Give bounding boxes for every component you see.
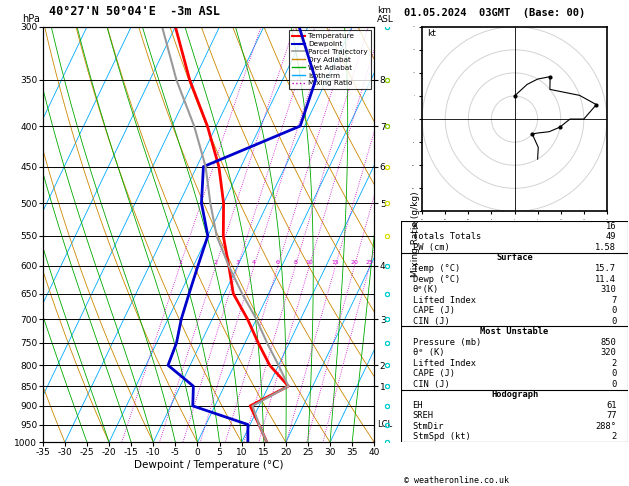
Text: CAPE (J): CAPE (J): [413, 306, 455, 315]
Text: 850: 850: [601, 338, 616, 347]
Text: PW (cm): PW (cm): [413, 243, 449, 252]
Text: Hodograph: Hodograph: [491, 390, 538, 399]
Text: 16: 16: [606, 222, 616, 231]
Text: 61: 61: [606, 401, 616, 410]
Text: 2: 2: [214, 260, 218, 265]
Text: 310: 310: [601, 285, 616, 294]
Text: 6: 6: [276, 260, 280, 265]
Text: 25: 25: [365, 260, 374, 265]
Text: 1: 1: [178, 260, 182, 265]
Text: StmSpd (kt): StmSpd (kt): [413, 433, 470, 441]
Text: 3: 3: [236, 260, 240, 265]
Text: θᵉ(K): θᵉ(K): [413, 285, 439, 294]
Text: 2: 2: [611, 433, 616, 441]
Text: 40°27'N 50°04'E  -3m ASL: 40°27'N 50°04'E -3m ASL: [49, 5, 220, 18]
Text: 0: 0: [611, 369, 616, 378]
Text: CIN (J): CIN (J): [413, 380, 449, 389]
Text: SREH: SREH: [413, 412, 433, 420]
Text: 15.7: 15.7: [596, 264, 616, 273]
Text: K: K: [413, 222, 418, 231]
Text: 15: 15: [331, 260, 339, 265]
Text: 7: 7: [611, 295, 616, 305]
Text: Temp (°C): Temp (°C): [413, 264, 460, 273]
Text: 77: 77: [606, 412, 616, 420]
Text: StmDir: StmDir: [413, 422, 444, 431]
Text: 20: 20: [350, 260, 359, 265]
Text: 10: 10: [306, 260, 313, 265]
Text: 01.05.2024  03GMT  (Base: 00): 01.05.2024 03GMT (Base: 00): [404, 8, 586, 18]
Y-axis label: Mixing Ratio (g/kg): Mixing Ratio (g/kg): [411, 191, 420, 278]
Text: Totals Totals: Totals Totals: [413, 232, 481, 242]
Text: Lifted Index: Lifted Index: [413, 295, 476, 305]
Text: Most Unstable: Most Unstable: [481, 327, 548, 336]
Text: Pressure (mb): Pressure (mb): [413, 338, 481, 347]
Text: Lifted Index: Lifted Index: [413, 359, 476, 368]
Text: LCL: LCL: [377, 420, 392, 429]
X-axis label: Dewpoint / Temperature (°C): Dewpoint / Temperature (°C): [134, 460, 283, 469]
Text: © weatheronline.co.uk: © weatheronline.co.uk: [404, 476, 509, 485]
Text: Dewp (°C): Dewp (°C): [413, 275, 460, 283]
Text: 1.58: 1.58: [596, 243, 616, 252]
Text: 0: 0: [611, 317, 616, 326]
Text: 49: 49: [606, 232, 616, 242]
Text: 320: 320: [601, 348, 616, 357]
Text: EH: EH: [413, 401, 423, 410]
Text: CAPE (J): CAPE (J): [413, 369, 455, 378]
Text: 11.4: 11.4: [596, 275, 616, 283]
Text: hPa: hPa: [22, 14, 40, 24]
Text: Surface: Surface: [496, 254, 533, 262]
Text: 2: 2: [611, 359, 616, 368]
Text: 0: 0: [611, 380, 616, 389]
Text: 8: 8: [294, 260, 298, 265]
Text: 4: 4: [252, 260, 256, 265]
Text: km
ASL: km ASL: [377, 6, 394, 24]
Text: CIN (J): CIN (J): [413, 317, 449, 326]
Text: 288°: 288°: [596, 422, 616, 431]
Text: 0: 0: [611, 306, 616, 315]
Text: θᵉ (K): θᵉ (K): [413, 348, 444, 357]
Text: kt: kt: [427, 29, 436, 38]
Legend: Temperature, Dewpoint, Parcel Trajectory, Dry Adiabat, Wet Adiabat, Isotherm, Mi: Temperature, Dewpoint, Parcel Trajectory…: [289, 30, 370, 89]
